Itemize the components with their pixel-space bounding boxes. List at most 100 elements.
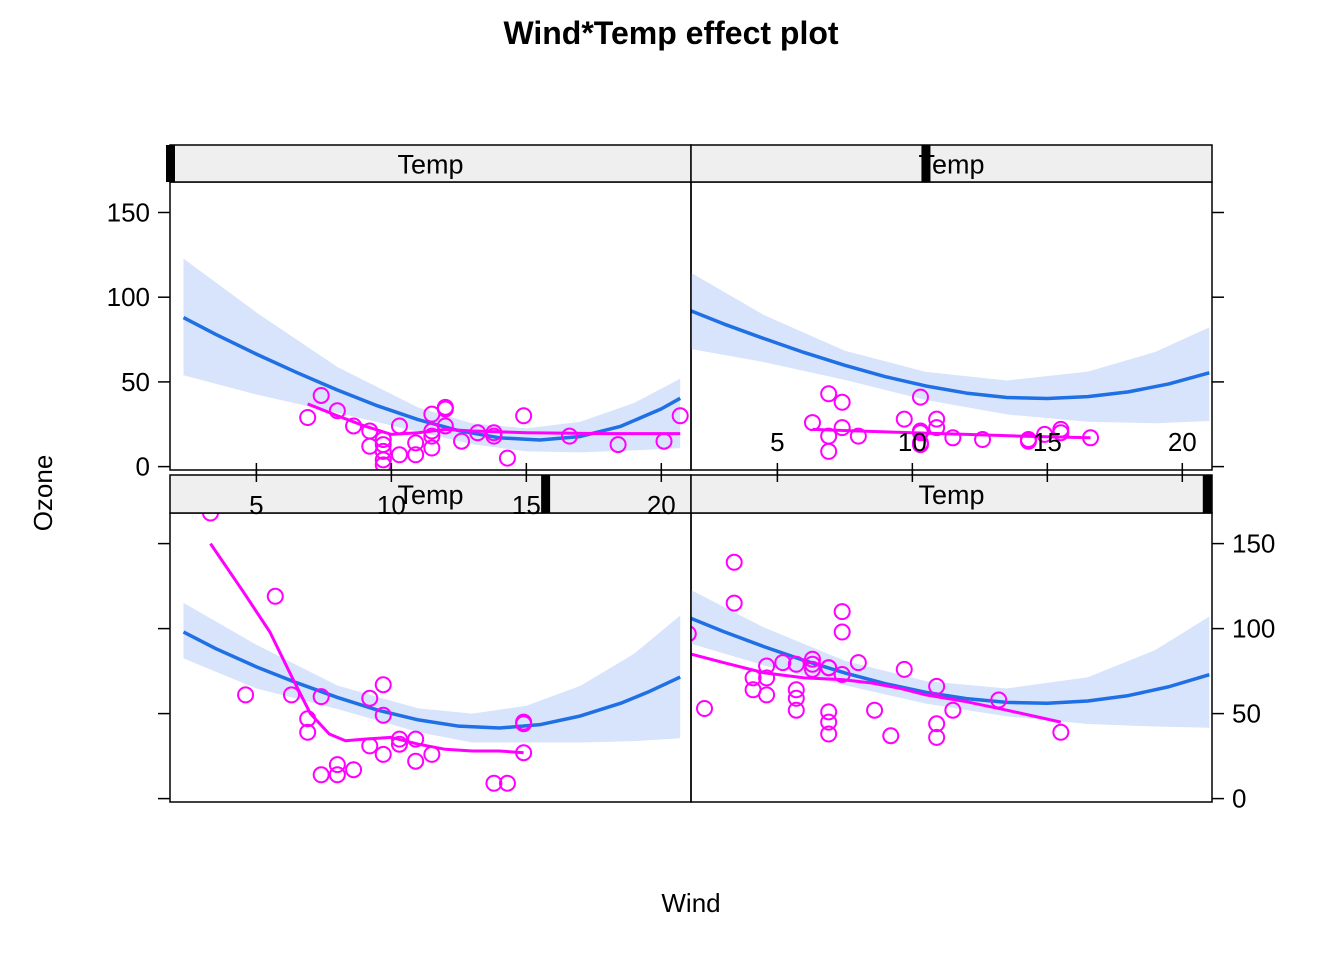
- data-point: [390, 735, 408, 753]
- x-tick-label: 15: [1033, 427, 1062, 457]
- data-point: [820, 659, 838, 677]
- data-point: [390, 446, 408, 464]
- panel-2: Temp: [690, 474, 1213, 803]
- panel-3: Temp: [166, 144, 692, 471]
- data-point: [328, 402, 346, 420]
- data-point: [833, 623, 851, 641]
- data-point: [312, 386, 330, 404]
- strip-background: [690, 144, 1213, 183]
- data-point: [407, 730, 425, 748]
- data-point: [498, 449, 516, 467]
- data-point: [803, 660, 821, 678]
- data-point: [436, 417, 454, 435]
- confidence-band: [183, 602, 681, 743]
- data-point: [312, 688, 330, 706]
- y-tick-label: 100: [107, 282, 150, 312]
- data-point: [469, 424, 487, 442]
- data-point: [758, 686, 776, 704]
- data-point: [407, 446, 425, 464]
- data-point: [361, 422, 379, 440]
- y-tick-label: 50: [121, 367, 150, 397]
- strip-label: Temp: [918, 480, 984, 510]
- data-point: [515, 407, 533, 425]
- data-point: [833, 393, 851, 411]
- data-point: [609, 436, 627, 454]
- data-point: [849, 654, 867, 672]
- data-point: [928, 419, 946, 437]
- data-point: [744, 669, 762, 687]
- temp-level-marker: [541, 475, 551, 513]
- data-point: [911, 388, 929, 406]
- data-point: [866, 701, 884, 719]
- data-point: [803, 414, 821, 432]
- x-tick-label: 20: [1168, 427, 1197, 457]
- data-point: [820, 703, 838, 721]
- data-point: [990, 691, 1008, 709]
- data-point: [820, 385, 838, 403]
- data-point: [299, 408, 317, 426]
- data-point: [374, 676, 392, 694]
- data-point: [1036, 425, 1054, 443]
- confidence-band: [691, 272, 1210, 424]
- data-point: [374, 442, 392, 460]
- data-point: [911, 424, 929, 442]
- data-point: [803, 650, 821, 668]
- data-point: [1052, 723, 1070, 741]
- data-point: [803, 655, 821, 673]
- data-point: [423, 427, 441, 445]
- data-point: [390, 730, 408, 748]
- panel-data-3: [182, 258, 689, 470]
- data-point: [820, 725, 838, 743]
- panels-layer: Temp Temp Temp Temp: [166, 144, 1213, 803]
- data-point: [237, 686, 255, 704]
- data-point: [407, 752, 425, 770]
- x-tick-label: 5: [249, 490, 263, 520]
- data-point: [282, 686, 300, 704]
- data-point: [974, 431, 992, 449]
- data-point: [423, 439, 441, 457]
- y-tick-label: 150: [107, 197, 150, 227]
- data-point: [201, 513, 219, 522]
- data-point: [928, 677, 946, 695]
- temp-level-marker: [921, 145, 931, 182]
- data-point: [498, 774, 516, 792]
- y-tick-label: 50: [1232, 699, 1261, 729]
- data-point: [895, 410, 913, 428]
- data-point: [453, 432, 471, 450]
- data-point: [436, 400, 454, 418]
- data-point: [1052, 424, 1070, 442]
- fit-line: [691, 309, 1210, 401]
- panel-4: Temp: [690, 144, 1213, 471]
- temp-level-marker: [1202, 475, 1212, 513]
- data-point: [374, 706, 392, 724]
- data-point: [833, 603, 851, 621]
- smoother-line: [307, 402, 681, 436]
- data-point: [820, 713, 838, 731]
- panel-data-2: [691, 553, 1210, 746]
- data-point: [515, 713, 533, 731]
- y-tick-label: 150: [1232, 529, 1275, 559]
- data-point: [787, 655, 805, 673]
- panel-data-1: [182, 513, 681, 792]
- confidence-band: [691, 590, 1210, 728]
- data-point: [725, 553, 743, 571]
- data-point: [312, 766, 330, 784]
- data-point: [833, 666, 851, 683]
- data-point: [695, 700, 713, 717]
- data-point: [820, 442, 838, 460]
- data-point: [374, 431, 392, 449]
- data-point: [1019, 431, 1037, 449]
- data-point: [345, 417, 363, 435]
- fit-line: [691, 616, 1210, 705]
- smoother-line: [209, 542, 524, 755]
- data-point: [787, 701, 805, 719]
- data-point: [928, 728, 946, 746]
- data-point: [390, 417, 408, 435]
- x-tick-label: 10: [898, 427, 927, 457]
- data-point: [485, 774, 503, 792]
- x-tick-label: 20: [647, 490, 676, 520]
- data-point: [485, 427, 503, 445]
- data-point: [944, 429, 962, 447]
- strip-label: Temp: [918, 150, 984, 180]
- strip-label: Temp: [397, 480, 463, 510]
